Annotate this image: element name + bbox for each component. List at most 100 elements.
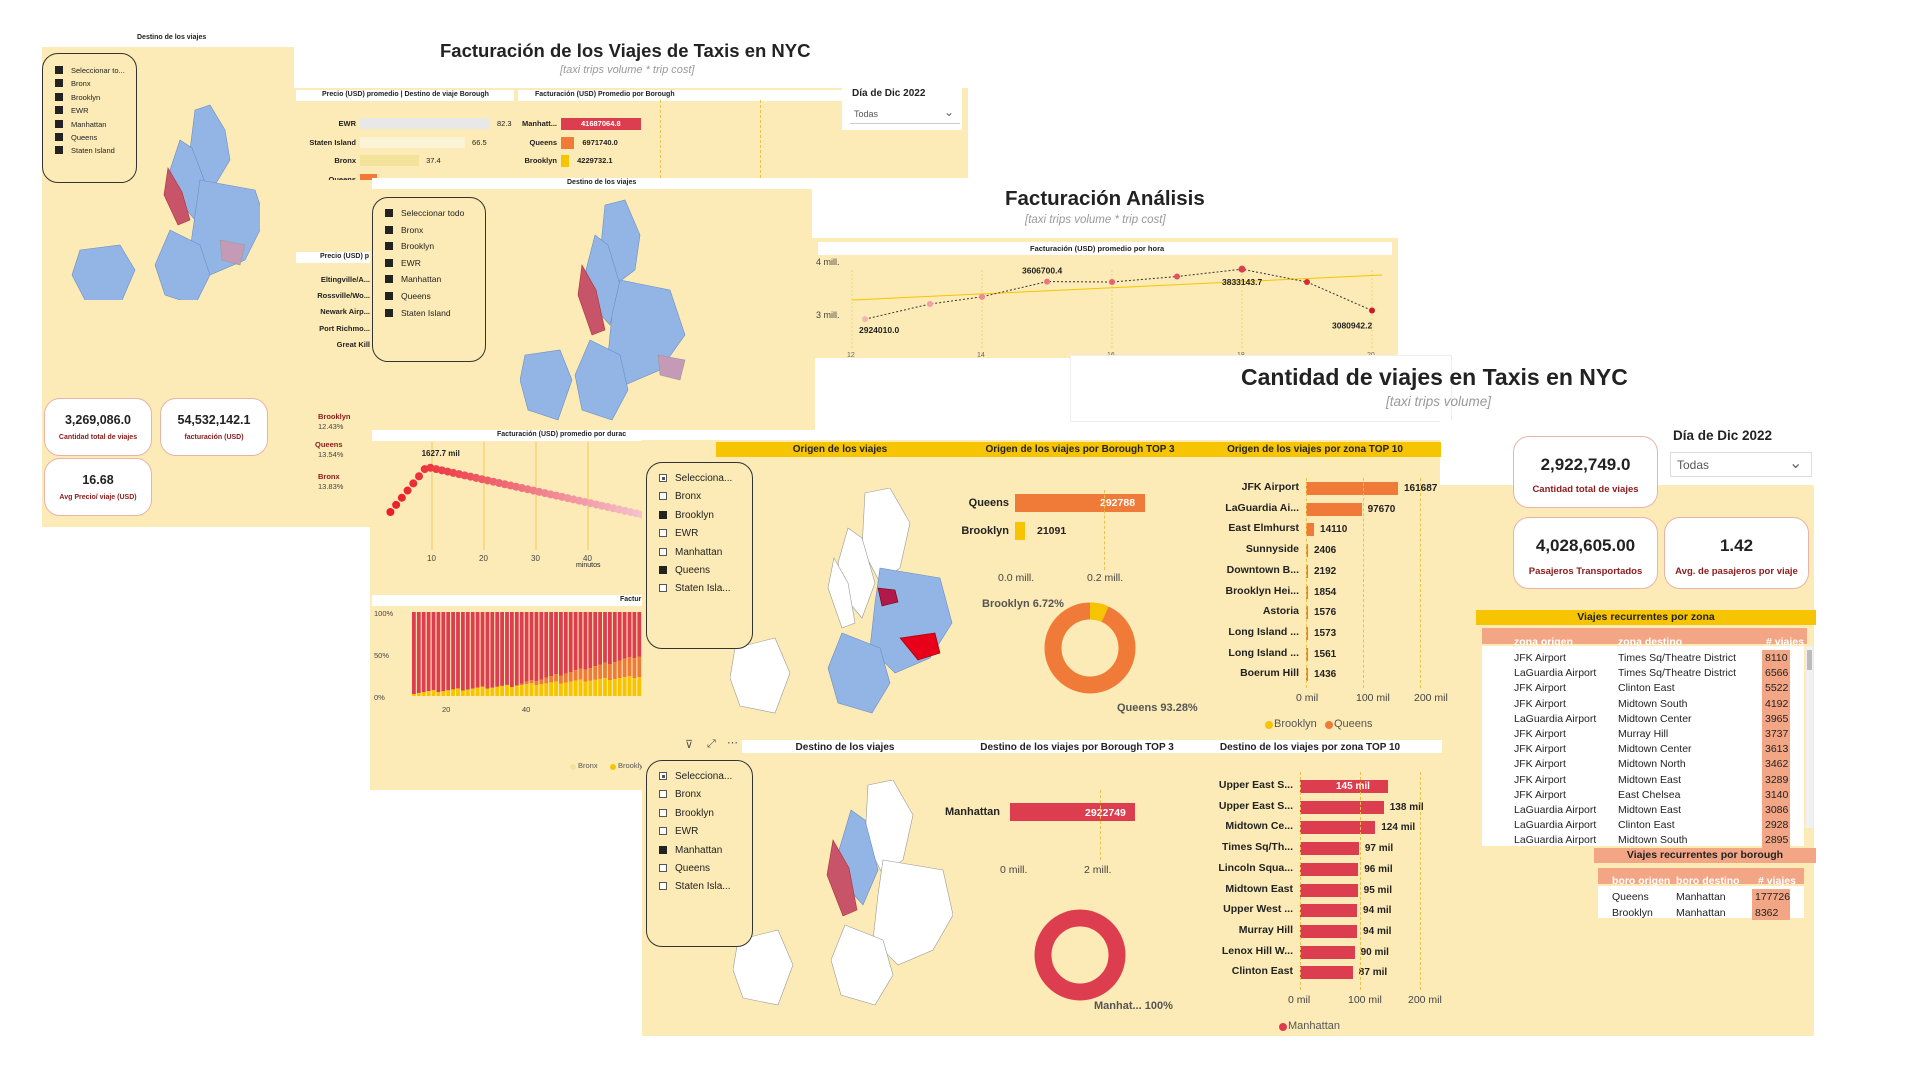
more-options-icon[interactable]: ⋯ <box>727 737 738 749</box>
zone-bar[interactable] <box>1300 883 1358 897</box>
zone-bar[interactable] <box>1306 544 1308 558</box>
day-filter-dropdown[interactable]: Todas ⌄ <box>1670 452 1812 477</box>
map-nyc-destination[interactable] <box>733 780 953 1010</box>
zone-bar[interactable] <box>1306 647 1308 661</box>
table-cell[interactable]: Midtown South <box>1618 697 1688 710</box>
table-cell[interactable]: 4192 <box>1765 697 1789 710</box>
table-cell[interactable]: Queens <box>1612 891 1649 903</box>
checkbox-icon[interactable] <box>55 66 63 74</box>
slicer-item[interactable]: Manhattan <box>55 119 106 129</box>
slicer-item[interactable]: Staten Island <box>385 308 451 318</box>
dest-donut[interactable] <box>1030 905 1130 1005</box>
table-cell[interactable]: East Chelsea <box>1618 788 1681 801</box>
table-cell[interactable]: Midtown South <box>1618 834 1688 847</box>
slicer-item[interactable]: Brooklyn <box>385 241 434 251</box>
duration-chart[interactable]: 10 20 30 40 1627.7 mil <box>372 442 645 572</box>
price-bar[interactable] <box>360 118 490 129</box>
table-cell[interactable]: LaGuardia Airport <box>1514 819 1597 832</box>
zone-bar[interactable] <box>1306 564 1308 578</box>
table-cell[interactable]: JFK Airport <box>1514 682 1566 695</box>
zone-bar[interactable] <box>1306 523 1315 537</box>
checkbox-icon[interactable] <box>659 547 667 556</box>
zone-bar[interactable] <box>1300 966 1353 980</box>
table-cell[interactable]: JFK Airport <box>1514 652 1566 664</box>
zone-bar[interactable] <box>1306 668 1308 682</box>
table-cell[interactable]: Midtown Center <box>1618 743 1692 756</box>
table-cell[interactable]: 3462 <box>1765 758 1789 771</box>
table-header-cell[interactable]: # viajes <box>1766 636 1804 648</box>
checkbox-icon[interactable] <box>659 882 667 891</box>
table-header-cell[interactable]: zona destino <box>1618 636 1683 648</box>
table-cell[interactable]: 177726 <box>1755 891 1791 903</box>
slicer-item[interactable]: Manhattan <box>385 274 441 284</box>
stacked-bar-chart[interactable]: 100% 50% 0% 20 40 <box>372 608 645 743</box>
slicer-item[interactable]: Selecciona... <box>659 771 732 782</box>
zone-bar[interactable] <box>1300 780 1388 793</box>
checkbox-icon[interactable] <box>55 146 63 155</box>
checkbox-icon[interactable] <box>659 492 667 501</box>
checkbox-icon[interactable] <box>385 209 393 217</box>
checkbox-icon[interactable] <box>659 808 667 817</box>
borough-slicer[interactable]: Seleccionar todo Bronx Brooklyn EWR Manhatta… <box>372 197 486 362</box>
checkbox-icon[interactable] <box>659 474 667 482</box>
table-cell[interactable]: LaGuardia Airport <box>1514 804 1597 816</box>
slicer-item[interactable]: Queens <box>659 863 710 874</box>
table-cell[interactable]: Clinton East <box>1618 682 1675 695</box>
table-header-cell[interactable]: zona origen <box>1514 636 1573 648</box>
checkbox-icon[interactable] <box>385 308 393 317</box>
checkbox-icon[interactable] <box>55 106 63 115</box>
fact-bar[interactable] <box>561 118 641 130</box>
table-cell[interactable]: Times Sq/Theatre District <box>1618 667 1737 680</box>
table-cell[interactable]: JFK Airport <box>1514 788 1566 801</box>
slicer-item[interactable]: Staten Isla... <box>659 583 731 594</box>
slicer-item[interactable]: Queens <box>55 133 97 142</box>
table-cell[interactable]: Manhattan <box>1676 891 1726 903</box>
zone-bar[interactable] <box>1306 606 1308 620</box>
slicer-item[interactable]: Manhattan <box>659 845 722 856</box>
checkbox-icon[interactable] <box>659 584 667 593</box>
checkbox-icon[interactable] <box>385 275 393 284</box>
fact-bar[interactable] <box>561 155 570 167</box>
zone-bar[interactable] <box>1300 945 1355 959</box>
checkbox-icon[interactable] <box>55 92 63 101</box>
table-cell[interactable]: LaGuardia Airport <box>1514 834 1597 847</box>
table-cell[interactable]: 3086 <box>1765 804 1789 816</box>
slicer-item[interactable]: EWR <box>659 826 698 837</box>
borough-bar[interactable] <box>1015 494 1145 512</box>
table-cell[interactable]: 8362 <box>1755 906 1779 919</box>
map-nyc-origin[interactable] <box>730 488 955 718</box>
checkbox-icon[interactable] <box>385 225 393 234</box>
checkbox-icon[interactable] <box>659 827 667 836</box>
slicer-item[interactable]: Manhattan <box>659 547 722 558</box>
table-cell[interactable]: 8110 <box>1765 652 1788 664</box>
checkbox-icon[interactable] <box>659 864 667 872</box>
slicer-item[interactable]: Queens <box>659 565 710 576</box>
slicer-item[interactable]: EWR <box>55 106 89 115</box>
borough-bar[interactable] <box>1010 803 1135 821</box>
borough-slicer[interactable]: Seleccionar to... Bronx Brooklyn EWR Manhatt… <box>42 53 137 183</box>
map-nyc-destination[interactable] <box>60 100 260 300</box>
zone-bar[interactable] <box>1300 924 1358 938</box>
slicer-item[interactable]: EWR <box>385 258 421 268</box>
slicer-item[interactable]: Bronx <box>55 79 91 88</box>
slicer-item[interactable]: Bronx <box>659 789 701 800</box>
zone-bar[interactable] <box>1306 626 1308 640</box>
table-scrollbar[interactable] <box>1806 646 1813 828</box>
table-header-cell[interactable]: # viajes <box>1758 875 1796 887</box>
origin-borough-slicer[interactable]: Selecciona... Bronx Brooklyn EWR Manhattan Qu… <box>646 462 753 649</box>
checkbox-icon[interactable] <box>659 566 667 574</box>
checkbox-icon[interactable] <box>659 772 667 780</box>
origin-donut[interactable] <box>1040 598 1140 698</box>
checkbox-icon[interactable] <box>385 292 393 300</box>
slicer-item[interactable]: Selecciona... <box>659 473 732 484</box>
checkbox-icon[interactable] <box>55 119 63 128</box>
price-bar[interactable] <box>360 155 420 166</box>
table-header-cell[interactable]: boro destino <box>1676 875 1740 887</box>
table-cell[interactable]: 3289 <box>1765 773 1789 786</box>
zone-bar[interactable] <box>1300 821 1376 835</box>
slicer-item[interactable]: Bronx <box>385 225 423 235</box>
table-cell[interactable]: JFK Airport <box>1514 758 1566 771</box>
table-cell[interactable]: 2928 <box>1765 819 1789 832</box>
table-cell[interactable]: JFK Airport <box>1514 743 1566 756</box>
slicer-item[interactable]: Brooklyn <box>659 510 714 521</box>
